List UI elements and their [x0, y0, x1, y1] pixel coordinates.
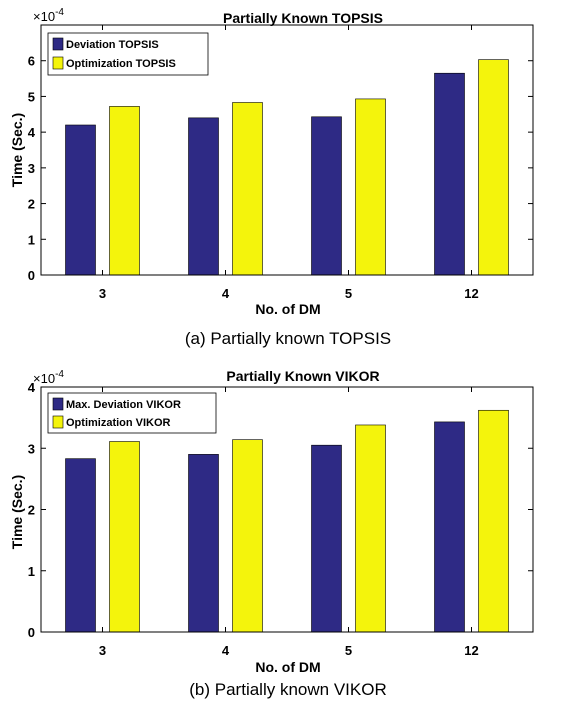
chart-a-legend-swatch-1	[52, 37, 64, 51]
chart-b-y-tick-label: 2	[28, 503, 35, 518]
chart-b-title: Partially Known VIKOR	[226, 368, 379, 384]
chart-a-bar-optimization	[355, 98, 386, 276]
chart-a-legend-label-2: Optimization TOPSIS	[66, 58, 176, 70]
chart-a-bar-deviation	[311, 116, 342, 276]
chart-a-bar-deviation	[434, 72, 465, 276]
chart-b-bar-deviation	[188, 454, 219, 633]
chart-b-axes-box	[40, 386, 534, 633]
chart-b-caption: (b) Partially known VIKOR	[189, 680, 386, 699]
chart-a-x-tick-label: 4	[222, 286, 230, 301]
chart-a-y-tick-label: 0	[28, 268, 35, 283]
chart-b-x-tick-label: 4	[222, 643, 230, 658]
chart-b-x-label: No. of DM	[255, 659, 320, 675]
chart-a-bar-optimization	[109, 106, 140, 276]
chart-b-bar-deviation	[65, 458, 96, 633]
chart-b-legend-box	[47, 392, 217, 434]
chart-a-legend-label-1: Deviation TOPSIS	[66, 39, 159, 51]
chart-a-legend-box	[47, 32, 209, 76]
chart-a-legend: Deviation TOPSIS Optimization TOPSIS	[47, 32, 209, 76]
chart-a-caption: (a) Partially known TOPSIS	[185, 329, 391, 348]
chart-b-bars	[65, 409, 509, 633]
chart-a-y-tick-label: 6	[28, 54, 35, 69]
chart-a-bar-deviation	[188, 117, 219, 276]
chart-b-y-tick-label: 3	[28, 441, 35, 456]
chart-a-x-label: No. of DM	[255, 301, 320, 317]
chart-a-x-tick-label: 3	[99, 286, 106, 301]
chart-b-legend: Max. Deviation VIKOR Optimization VIKOR	[47, 392, 217, 434]
chart-a-x-tick-label: 12	[464, 286, 478, 301]
chart-b-exponent: ×10-4	[33, 369, 64, 386]
chart-a-axes-box	[40, 24, 534, 276]
chart-a-x-ticks: 3 4 5 12	[99, 25, 479, 301]
chart-b-legend-swatch-1	[52, 397, 64, 411]
chart-b-x-tick-label: 12	[464, 643, 478, 658]
chart-a-bar-deviation	[65, 124, 96, 276]
chart-b-x-tick-label: 5	[345, 643, 352, 658]
chart-a-exponent: ×10-4	[33, 7, 64, 24]
chart-b-bar-optimization	[232, 439, 263, 633]
chart-a-y-tick-label: 2	[28, 197, 35, 212]
chart-a-title: Partially Known TOPSIS	[223, 10, 383, 26]
chart-b-bar-deviation	[311, 444, 342, 633]
chart-b-bar-optimization	[478, 409, 509, 633]
chart-b-bar-optimization	[109, 441, 140, 633]
chart-b-y-tick-label: 0	[28, 625, 35, 640]
chart-a-bar-optimization	[478, 59, 509, 276]
chart-a-bars	[65, 59, 509, 276]
chart-a-y-tick-label: 4	[28, 125, 36, 140]
chart-b-y-tick-label: 1	[28, 564, 35, 579]
chart-b-x-tick-label: 3	[99, 643, 106, 658]
chart-a-x-tick-label: 5	[345, 286, 352, 301]
chart-b-legend-swatch-2	[52, 415, 64, 429]
chart-b-y-label: Time (Sec.)	[9, 475, 25, 549]
chart-a-y-tick-label: 5	[28, 89, 35, 104]
chart-a-y-label: Time (Sec.)	[9, 113, 25, 187]
chart-b-legend-label-1: Max. Deviation VIKOR	[66, 399, 181, 411]
chart-a-y-tick-label: 1	[28, 232, 35, 247]
chart-b-x-ticks: 3 4 5 12	[99, 387, 479, 658]
chart-b-y-tick-label: 4	[28, 380, 36, 395]
chart-a-y-tick-label: 3	[28, 161, 35, 176]
chart-a-y-ticks: 0 1 2 3 4 5 6	[28, 54, 533, 283]
chart-a-bar-optimization	[232, 102, 263, 276]
chart-a-legend-swatch-2	[52, 56, 64, 70]
chart-b-bar-deviation	[434, 421, 465, 633]
chart-b-legend-label-2: Optimization VIKOR	[66, 417, 171, 429]
chart-b-bar-optimization	[355, 424, 386, 633]
